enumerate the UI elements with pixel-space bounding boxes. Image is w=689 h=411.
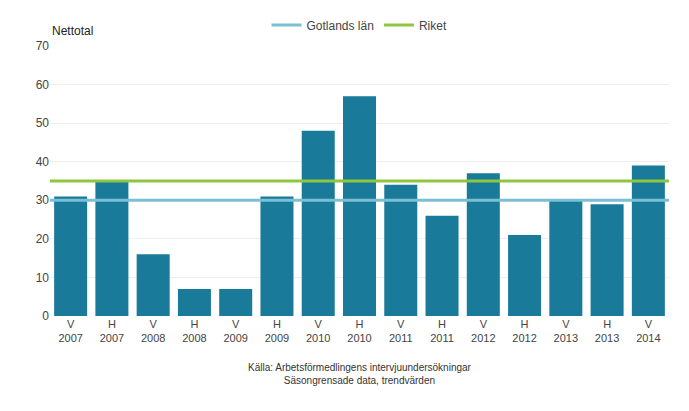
svg-text:H2009: H2009 <box>265 318 289 344</box>
svg-text:V2012: V2012 <box>471 318 495 344</box>
svg-text:V2009: V2009 <box>223 318 247 344</box>
svg-text:V2011: V2011 <box>389 318 413 344</box>
svg-text:Gotlands län: Gotlands län <box>307 19 374 33</box>
svg-text:20: 20 <box>36 232 50 246</box>
svg-text:60: 60 <box>36 78 50 92</box>
svg-text:V2013: V2013 <box>554 318 578 344</box>
svg-text:H2011: H2011 <box>430 318 454 344</box>
svg-text:V2010: V2010 <box>306 318 330 344</box>
svg-text:H2007: H2007 <box>100 318 124 344</box>
svg-text:40: 40 <box>36 155 50 169</box>
svg-text:Nettotal: Nettotal <box>52 24 93 38</box>
svg-text:V2007: V2007 <box>58 318 82 344</box>
svg-text:70: 70 <box>36 39 50 53</box>
svg-text:Källa: Arbetsförmedlingens int: Källa: Arbetsförmedlingens intervjuunder… <box>248 362 472 386</box>
svg-text:H2012: H2012 <box>512 318 536 344</box>
svg-text:0: 0 <box>42 309 49 323</box>
svg-text:V2008: V2008 <box>141 318 165 344</box>
svg-text:Riket: Riket <box>419 19 447 33</box>
svg-text:H2010: H2010 <box>347 318 371 344</box>
svg-text:30: 30 <box>36 193 50 207</box>
svg-text:V2014: V2014 <box>636 318 660 344</box>
svg-text:H2008: H2008 <box>182 318 206 344</box>
svg-text:H2013: H2013 <box>595 318 619 344</box>
svg-text:10: 10 <box>36 271 50 285</box>
svg-text:50: 50 <box>36 116 50 130</box>
